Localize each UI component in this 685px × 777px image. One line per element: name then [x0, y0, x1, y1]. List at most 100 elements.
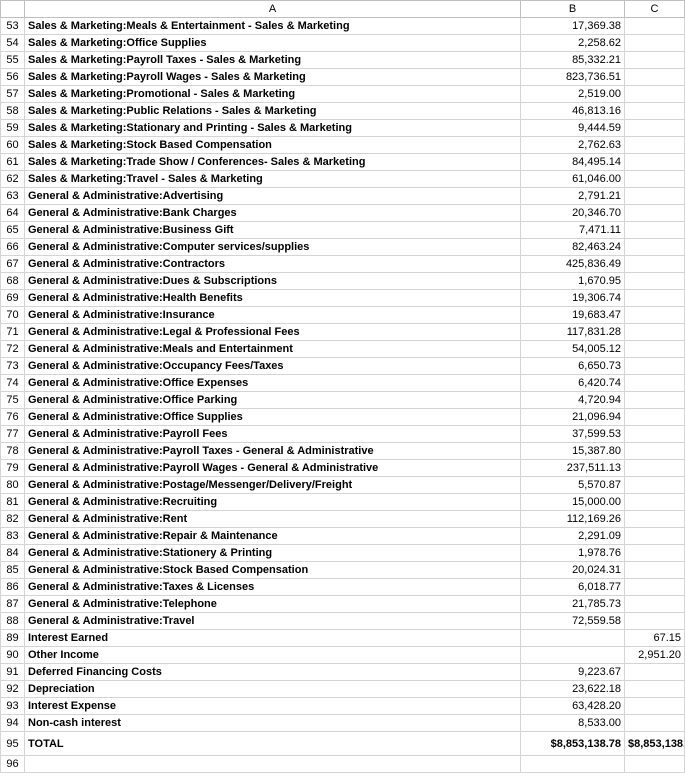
- row-header[interactable]: 69: [1, 290, 25, 307]
- cell-a[interactable]: Sales & Marketing:Stock Based Compensati…: [25, 137, 521, 154]
- cell-b[interactable]: 2,258.62: [521, 35, 625, 52]
- row-header[interactable]: 57: [1, 86, 25, 103]
- cell-b[interactable]: 2,519.00: [521, 86, 625, 103]
- cell-b[interactable]: 85,332.21: [521, 52, 625, 69]
- cell-c[interactable]: [625, 613, 685, 630]
- cell-c[interactable]: [625, 392, 685, 409]
- cell-b[interactable]: 61,046.00: [521, 171, 625, 188]
- cell-b[interactable]: [521, 647, 625, 664]
- cell-c[interactable]: [625, 239, 685, 256]
- cell-c[interactable]: [625, 103, 685, 120]
- cell-c[interactable]: [625, 698, 685, 715]
- cell-a[interactable]: General & Administrative:Bank Charges: [25, 205, 521, 222]
- cell-empty[interactable]: [625, 756, 685, 773]
- cell-a[interactable]: Interest Expense: [25, 698, 521, 715]
- cell-c[interactable]: 67.15: [625, 630, 685, 647]
- cell-b[interactable]: 2,791.21: [521, 188, 625, 205]
- row-header[interactable]: 95: [1, 732, 25, 756]
- row-header[interactable]: 58: [1, 103, 25, 120]
- total-label[interactable]: TOTAL: [25, 732, 521, 756]
- cell-c[interactable]: [625, 460, 685, 477]
- cell-b[interactable]: 823,736.51: [521, 69, 625, 86]
- cell-a[interactable]: Sales & Marketing:Travel - Sales & Marke…: [25, 171, 521, 188]
- cell-c[interactable]: [625, 188, 685, 205]
- cell-a[interactable]: Interest Earned: [25, 630, 521, 647]
- cell-a[interactable]: General & Administrative:Office Expenses: [25, 375, 521, 392]
- cell-c[interactable]: [625, 18, 685, 35]
- row-header[interactable]: 62: [1, 171, 25, 188]
- cell-b[interactable]: 6,420.74: [521, 375, 625, 392]
- cell-a[interactable]: General & Administrative:Legal & Profess…: [25, 324, 521, 341]
- cell-b[interactable]: [521, 630, 625, 647]
- cell-b[interactable]: 21,785.73: [521, 596, 625, 613]
- cell-a[interactable]: General & Administrative:Office Parking: [25, 392, 521, 409]
- row-header[interactable]: 63: [1, 188, 25, 205]
- row-header[interactable]: 84: [1, 545, 25, 562]
- cell-b[interactable]: 7,471.11: [521, 222, 625, 239]
- cell-a[interactable]: General & Administrative:Payroll Wages -…: [25, 460, 521, 477]
- cell-c[interactable]: [625, 273, 685, 290]
- cell-b[interactable]: 117,831.28: [521, 324, 625, 341]
- cell-b[interactable]: 20,346.70: [521, 205, 625, 222]
- cell-a[interactable]: General & Administrative:Stock Based Com…: [25, 562, 521, 579]
- cell-a[interactable]: Sales & Marketing:Payroll Wages - Sales …: [25, 69, 521, 86]
- cell-a[interactable]: General & Administrative:Travel: [25, 613, 521, 630]
- cell-a[interactable]: General & Administrative:Business Gift: [25, 222, 521, 239]
- row-header[interactable]: 86: [1, 579, 25, 596]
- cell-b[interactable]: 54,005.12: [521, 341, 625, 358]
- cell-a[interactable]: General & Administrative:Repair & Mainte…: [25, 528, 521, 545]
- cell-c[interactable]: [625, 715, 685, 732]
- cell-c[interactable]: [625, 256, 685, 273]
- cell-c[interactable]: [625, 35, 685, 52]
- cell-a[interactable]: Deferred Financing Costs: [25, 664, 521, 681]
- row-header[interactable]: 60: [1, 137, 25, 154]
- cell-a[interactable]: Sales & Marketing:Public Relations - Sal…: [25, 103, 521, 120]
- row-header[interactable]: 77: [1, 426, 25, 443]
- row-header[interactable]: 81: [1, 494, 25, 511]
- row-header[interactable]: 76: [1, 409, 25, 426]
- cell-empty[interactable]: [25, 756, 521, 773]
- row-header[interactable]: 94: [1, 715, 25, 732]
- cell-a[interactable]: General & Administrative:Recruiting: [25, 494, 521, 511]
- cell-b[interactable]: 37,599.53: [521, 426, 625, 443]
- cell-c[interactable]: [625, 69, 685, 86]
- row-header[interactable]: 93: [1, 698, 25, 715]
- cell-b[interactable]: 6,018.77: [521, 579, 625, 596]
- row-header[interactable]: 67: [1, 256, 25, 273]
- cell-c[interactable]: [625, 205, 685, 222]
- cell-b[interactable]: 46,813.16: [521, 103, 625, 120]
- cell-c[interactable]: [625, 120, 685, 137]
- cell-a[interactable]: Sales & Marketing:Payroll Taxes - Sales …: [25, 52, 521, 69]
- cell-b[interactable]: 5,570.87: [521, 477, 625, 494]
- cell-a[interactable]: Sales & Marketing:Stationary and Printin…: [25, 120, 521, 137]
- row-header[interactable]: 85: [1, 562, 25, 579]
- cell-c[interactable]: [625, 494, 685, 511]
- cell-c[interactable]: [625, 426, 685, 443]
- cell-b[interactable]: 425,836.49: [521, 256, 625, 273]
- row-header[interactable]: 92: [1, 681, 25, 698]
- cell-a[interactable]: General & Administrative:Payroll Fees: [25, 426, 521, 443]
- row-header[interactable]: 61: [1, 154, 25, 171]
- cell-c[interactable]: [625, 341, 685, 358]
- cell-b[interactable]: 20,024.31: [521, 562, 625, 579]
- cell-b[interactable]: 84,495.14: [521, 154, 625, 171]
- row-header[interactable]: 80: [1, 477, 25, 494]
- cell-b[interactable]: 2,291.09: [521, 528, 625, 545]
- cell-b[interactable]: 21,096.94: [521, 409, 625, 426]
- cell-b[interactable]: 82,463.24: [521, 239, 625, 256]
- row-header[interactable]: 54: [1, 35, 25, 52]
- cell-b[interactable]: 9,223.67: [521, 664, 625, 681]
- cell-c[interactable]: [625, 545, 685, 562]
- cell-a[interactable]: General & Administrative:Taxes & License…: [25, 579, 521, 596]
- cell-c[interactable]: [625, 52, 685, 69]
- cell-a[interactable]: General & Administrative:Stationery & Pr…: [25, 545, 521, 562]
- row-header[interactable]: 75: [1, 392, 25, 409]
- cell-c[interactable]: [625, 511, 685, 528]
- row-header[interactable]: 66: [1, 239, 25, 256]
- row-header[interactable]: 90: [1, 647, 25, 664]
- row-header[interactable]: 56: [1, 69, 25, 86]
- cell-a[interactable]: General & Administrative:Payroll Taxes -…: [25, 443, 521, 460]
- cell-empty[interactable]: [521, 756, 625, 773]
- col-header-b[interactable]: B: [521, 1, 625, 18]
- cell-a[interactable]: General & Administrative:Postage/Messeng…: [25, 477, 521, 494]
